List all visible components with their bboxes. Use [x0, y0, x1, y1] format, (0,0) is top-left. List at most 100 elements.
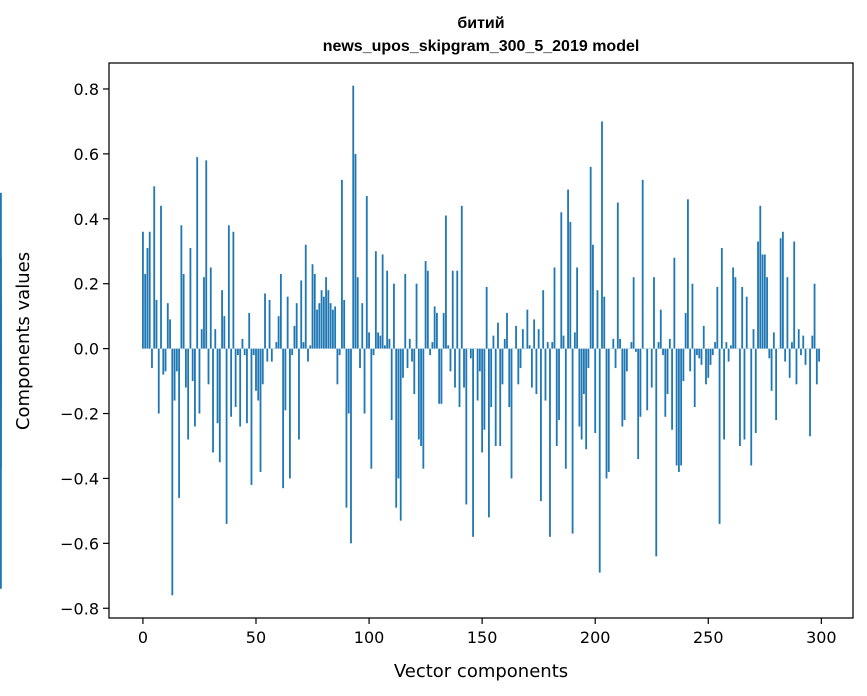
bar	[284, 348, 287, 411]
bar	[768, 348, 771, 359]
bar	[723, 348, 726, 440]
bar	[739, 348, 741, 446]
bar	[592, 244, 594, 349]
bar	[440, 348, 443, 404]
bar	[587, 348, 590, 369]
bar	[793, 241, 796, 349]
bar	[641, 179, 644, 349]
bar	[716, 286, 719, 349]
bar	[309, 345, 312, 349]
bar	[374, 251, 377, 349]
bar	[413, 348, 416, 395]
bar	[551, 342, 554, 349]
bar	[397, 348, 400, 479]
bar	[255, 348, 257, 391]
bar	[698, 348, 701, 359]
bar	[800, 348, 802, 356]
bar	[508, 348, 511, 408]
bar	[478, 348, 481, 372]
bar	[614, 348, 617, 369]
bar	[207, 348, 210, 385]
bar	[406, 348, 409, 369]
bar	[451, 270, 454, 349]
bar	[322, 296, 325, 349]
bar	[585, 348, 588, 450]
bar	[813, 283, 816, 349]
bar	[781, 231, 784, 349]
bar	[313, 273, 316, 349]
bar	[234, 348, 237, 408]
y-tick-label: −0.8	[60, 599, 99, 618]
bar	[381, 254, 384, 349]
bar	[142, 231, 144, 349]
bar	[503, 338, 506, 349]
bar	[194, 348, 196, 427]
bar	[438, 348, 441, 404]
bar	[345, 348, 348, 508]
bar	[603, 296, 606, 349]
bar	[162, 348, 165, 375]
chart-title-line-1: битий	[457, 15, 504, 32]
bar	[729, 345, 732, 349]
bar	[307, 348, 309, 362]
bar	[582, 348, 585, 395]
x-axis-ticks: 0 50 100 150 200 250 300	[138, 618, 837, 647]
bar	[691, 283, 694, 349]
bar	[510, 348, 513, 479]
bar	[377, 332, 380, 349]
bar	[657, 342, 660, 349]
x-tick-label: 100	[354, 628, 385, 647]
bar	[300, 280, 303, 349]
bar	[221, 290, 223, 349]
bar	[404, 273, 407, 349]
bar	[257, 348, 260, 401]
bar	[275, 342, 278, 349]
bar	[700, 348, 703, 365]
bar	[535, 348, 538, 395]
bar	[422, 348, 425, 469]
bar	[336, 348, 339, 385]
bar	[476, 348, 479, 401]
bar	[200, 329, 203, 349]
bar	[605, 348, 608, 479]
bar	[521, 329, 524, 349]
bar	[223, 316, 226, 349]
bar	[573, 332, 576, 349]
bar	[745, 296, 748, 349]
chart-title-line-2: news_upos_skipgram_300_5_2019 model	[323, 38, 640, 55]
bar	[727, 348, 730, 362]
bar	[157, 348, 160, 414]
bar	[320, 290, 323, 349]
x-tick-label: 300	[806, 628, 837, 647]
bar	[714, 342, 716, 349]
bar	[266, 348, 269, 362]
bar	[250, 348, 253, 485]
bar	[675, 348, 678, 466]
y-tick-label: −0.6	[60, 534, 99, 553]
bar	[343, 299, 346, 349]
bar	[664, 348, 667, 417]
bar	[815, 348, 818, 385]
bar	[354, 153, 357, 349]
bar	[329, 303, 332, 349]
bar	[558, 348, 560, 421]
bar	[702, 325, 705, 349]
bar	[564, 348, 567, 469]
bars-group	[0, 85, 820, 596]
bar	[246, 348, 248, 424]
bar	[379, 335, 382, 349]
bar	[743, 348, 746, 440]
bar	[811, 335, 814, 349]
bar	[533, 319, 536, 349]
bar	[338, 348, 341, 356]
bar	[390, 348, 393, 421]
bar	[454, 348, 456, 388]
bar	[530, 348, 533, 388]
bar	[598, 348, 601, 573]
bar	[279, 273, 282, 349]
bar	[214, 329, 217, 349]
bar	[497, 322, 499, 349]
bar	[809, 348, 811, 437]
bar	[270, 348, 273, 362]
bar	[601, 121, 603, 349]
